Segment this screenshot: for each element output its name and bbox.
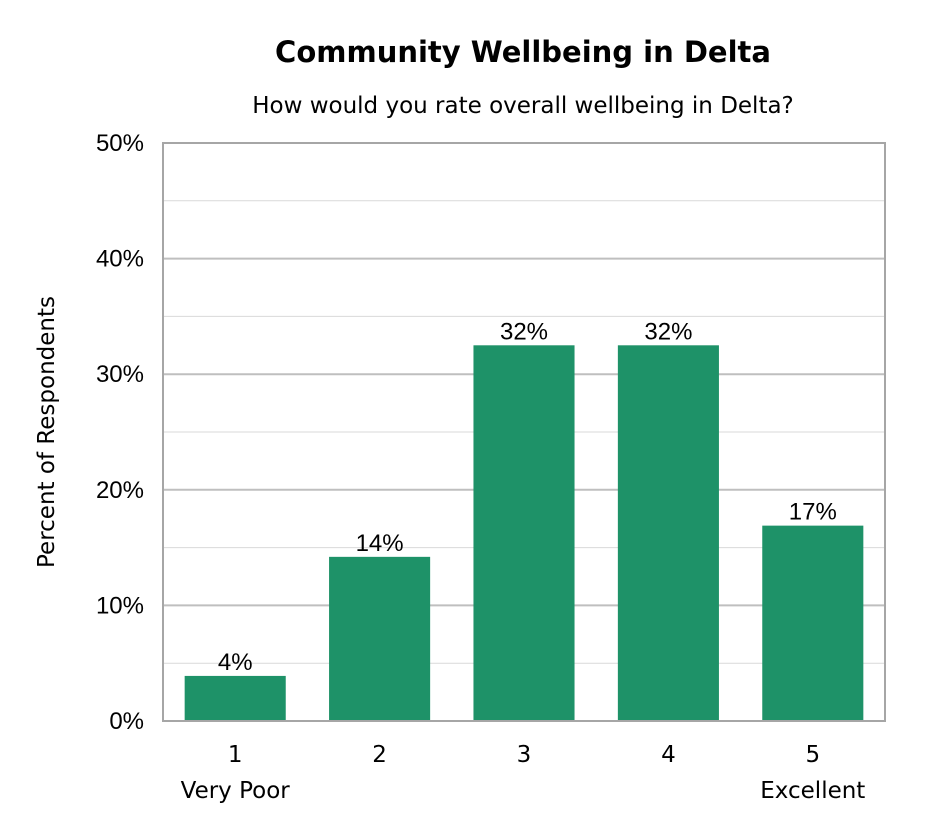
y-tick-label: 30% [96,361,144,388]
x-tick-label: 4 [661,742,676,768]
bars [184,345,864,721]
x-tick-label: 3 [517,742,532,768]
y-axis-ticks: 0% 10% 20% 30% 40% 50% [96,130,144,735]
bar [329,556,431,721]
bar [184,675,286,721]
chart-subtitle: How would you rate overall wellbeing in … [252,93,794,119]
data-label: 4% [218,649,253,676]
plot-frame [162,142,886,722]
data-label: 14% [356,530,404,557]
x-tick-sublabel: Very Poor [181,778,291,804]
data-label: 32% [500,318,548,345]
bar [473,345,575,721]
data-label: 32% [644,318,692,345]
y-tick-label: 50% [96,130,144,157]
y-tick-label: 20% [96,477,144,504]
data-label: 17% [789,499,837,526]
bar [617,345,719,721]
y-tick-label: 40% [96,246,144,273]
x-tick-label: 2 [372,742,387,768]
y-tick-label: 10% [96,592,144,619]
data-labels: 4% 14% 32% 32% 17% [218,318,837,676]
y-tick-label: 0% [109,708,144,735]
x-tick-label: 1 [228,742,243,768]
bar [762,525,864,721]
x-tick-label: 5 [805,742,820,768]
y-axis-label: Percent of Respondents [34,296,60,568]
chart-title: Community Wellbeing in Delta [275,35,771,69]
x-tick-sublabel: Excellent [760,778,865,804]
x-axis-ticks: 1 Very Poor 2 3 4 5 Excellent [181,742,866,804]
